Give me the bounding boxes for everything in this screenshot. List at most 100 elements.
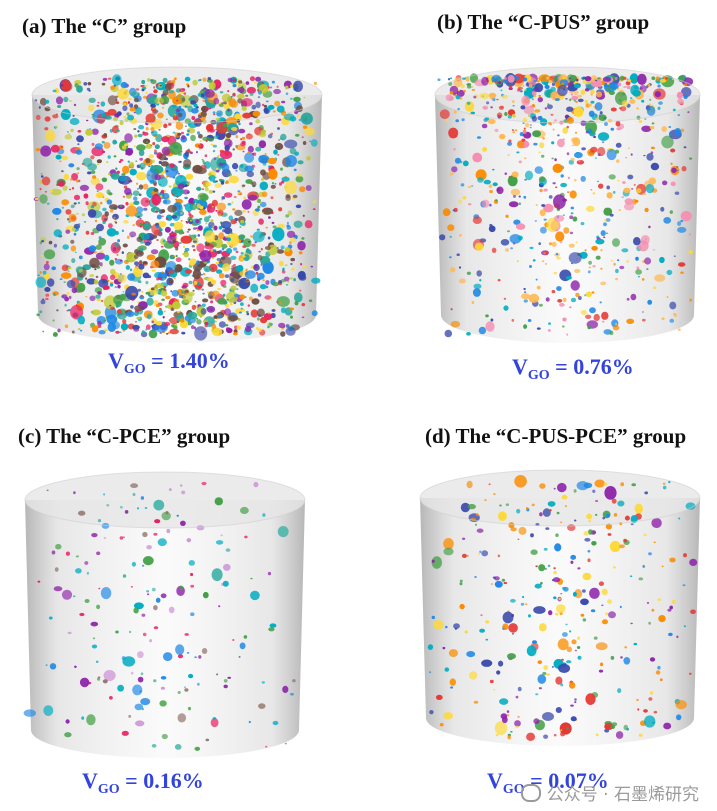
particle bbox=[92, 175, 97, 179]
particle bbox=[116, 309, 122, 314]
particle bbox=[313, 81, 317, 86]
particle bbox=[90, 621, 99, 627]
particle bbox=[203, 319, 206, 323]
particle bbox=[224, 144, 230, 151]
particle bbox=[573, 489, 577, 493]
particle bbox=[45, 130, 56, 142]
particle bbox=[522, 85, 525, 87]
particle bbox=[227, 77, 233, 83]
particle bbox=[68, 295, 72, 300]
particle bbox=[689, 558, 698, 566]
particle bbox=[155, 225, 160, 229]
particle bbox=[39, 241, 42, 245]
particle bbox=[210, 718, 219, 728]
particle bbox=[585, 693, 596, 705]
particle bbox=[558, 663, 571, 673]
particle bbox=[545, 263, 547, 265]
particle bbox=[218, 162, 223, 167]
particle bbox=[626, 260, 629, 263]
particle bbox=[668, 480, 671, 484]
particle bbox=[257, 90, 262, 95]
particle bbox=[507, 154, 510, 156]
particle bbox=[40, 175, 44, 178]
particle bbox=[613, 262, 616, 266]
particle bbox=[468, 203, 472, 206]
particle bbox=[233, 263, 236, 267]
particle bbox=[688, 233, 692, 236]
particle bbox=[129, 103, 134, 108]
particle bbox=[631, 188, 634, 190]
particle bbox=[129, 161, 135, 168]
particle bbox=[88, 97, 96, 103]
particle bbox=[195, 317, 199, 320]
particle bbox=[617, 500, 625, 507]
particle bbox=[670, 181, 676, 187]
particle bbox=[671, 167, 677, 174]
particle bbox=[177, 112, 183, 118]
particle bbox=[566, 646, 572, 653]
particle bbox=[133, 111, 136, 114]
particle bbox=[488, 92, 497, 99]
particle bbox=[212, 149, 216, 153]
particle bbox=[76, 135, 84, 143]
particle bbox=[246, 171, 254, 178]
particle bbox=[132, 492, 136, 497]
particle bbox=[85, 230, 90, 235]
particle bbox=[626, 297, 630, 301]
particle bbox=[140, 294, 143, 297]
particle bbox=[523, 299, 528, 303]
particle bbox=[598, 581, 604, 586]
particle bbox=[180, 211, 183, 215]
particle bbox=[501, 578, 506, 582]
particle bbox=[192, 79, 198, 86]
particle bbox=[292, 197, 295, 200]
particle bbox=[295, 175, 304, 183]
particle bbox=[151, 587, 156, 592]
particle bbox=[556, 604, 566, 614]
particle bbox=[551, 290, 556, 294]
particle bbox=[685, 502, 696, 510]
particle bbox=[155, 597, 161, 603]
particle bbox=[142, 132, 149, 136]
particle bbox=[231, 201, 234, 204]
particle bbox=[159, 84, 162, 87]
particle bbox=[151, 159, 155, 164]
particle bbox=[603, 222, 607, 227]
particle bbox=[102, 679, 108, 684]
particle bbox=[153, 626, 159, 630]
particle bbox=[210, 321, 213, 323]
particle bbox=[681, 166, 687, 172]
particle bbox=[258, 703, 266, 709]
particle bbox=[144, 507, 148, 509]
particle bbox=[43, 705, 54, 716]
particle bbox=[158, 153, 167, 161]
particle bbox=[571, 144, 574, 147]
particle bbox=[165, 217, 169, 221]
particle bbox=[643, 533, 647, 537]
particle bbox=[136, 236, 143, 242]
particle bbox=[119, 273, 122, 275]
particle bbox=[201, 288, 204, 291]
particle bbox=[153, 605, 158, 611]
particle bbox=[562, 76, 566, 80]
particle bbox=[566, 106, 574, 112]
particle bbox=[87, 209, 97, 218]
particle bbox=[60, 109, 71, 120]
particle bbox=[67, 266, 72, 270]
particle bbox=[476, 270, 482, 277]
particle bbox=[299, 289, 302, 292]
particle bbox=[624, 515, 630, 521]
particle bbox=[606, 86, 611, 91]
particle bbox=[227, 202, 232, 206]
particle bbox=[183, 92, 187, 95]
particle bbox=[64, 134, 73, 140]
particle bbox=[284, 180, 297, 195]
particle bbox=[566, 152, 570, 156]
particle bbox=[152, 108, 158, 115]
particle bbox=[219, 150, 233, 160]
particle bbox=[161, 94, 165, 97]
particle bbox=[448, 96, 454, 101]
particle bbox=[139, 223, 143, 226]
particle bbox=[538, 687, 542, 690]
particle bbox=[567, 524, 576, 531]
